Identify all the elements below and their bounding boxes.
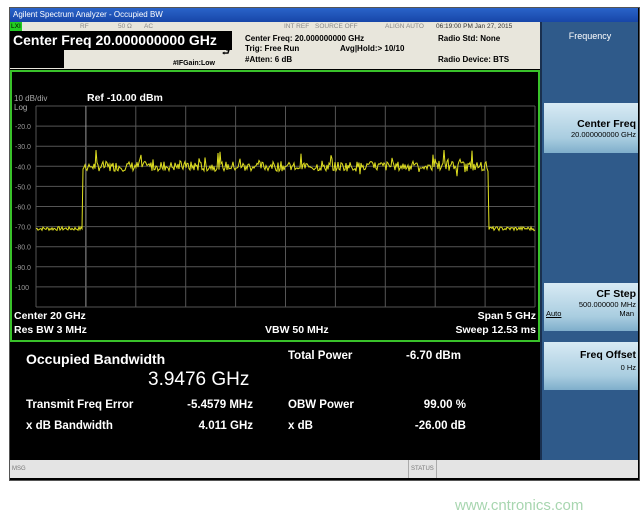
freq-offset-value: 0 Hz	[620, 363, 636, 372]
status-row: LXI RF 50 Ω AC INT REF SOURCE OFF ALIGN …	[10, 22, 540, 31]
sweep-label: Sweep 12.53 ms	[455, 324, 536, 336]
freq-offset-softkey[interactable]: Freq Offset 0 Hz	[544, 342, 638, 390]
cf-step-value: 500.000000 MHz	[578, 300, 636, 309]
active-function-center-freq[interactable]: Center Freq 20.000000000 GHz	[10, 31, 232, 50]
y-tick-label: -30.0	[15, 144, 31, 151]
plot-area: -20.0 -30.0 -40.0 -50.0 -60.0 -70.0 -80.0 -90.0…	[15, 105, 536, 308]
center-freq-softkey-value: 20.000000000 GHz	[570, 130, 636, 139]
radio-std: Radio Std: None	[438, 34, 501, 43]
watermark: www.cntronics.com	[455, 497, 584, 514]
impedance-status: 50 Ω	[118, 23, 132, 30]
rf-status: RF	[80, 23, 89, 30]
obw-power-value: 99.00 %	[423, 399, 466, 411]
atten-info: #Atten: 6 dB	[245, 55, 293, 64]
avg-hold-info: Avg|Hold:> 10/10	[340, 44, 405, 53]
spectrum-graph: 10 dB/div Log Ref -10.00 dBm -20.0 -30.0-…	[10, 70, 540, 342]
cf-step-man[interactable]: Man	[619, 309, 634, 318]
ref-level: Ref -10.00 dBm	[87, 92, 163, 104]
lxi-icon: LXI	[10, 22, 22, 31]
status-label: STATUS	[408, 460, 437, 478]
source-status: SOURCE OFF	[315, 23, 358, 30]
tfe-label: Transmit Freq Error	[26, 399, 134, 411]
tfe-value: -5.4579 MHz	[187, 399, 253, 411]
int-ref-status: INT REF	[284, 23, 310, 30]
softkey-panel: Frequency Center Freq 20.000000000 GHz C…	[540, 22, 638, 460]
y-tick-label: -20.0	[15, 124, 31, 131]
y-tick-label: -60.0	[15, 205, 31, 212]
menu-title: Frequency	[568, 31, 612, 41]
y-tick-label: -90.0	[15, 265, 31, 272]
entry-area	[10, 50, 64, 68]
xdb-bw-value: 4.011 GHz	[198, 420, 253, 432]
res-bw-label: Res BW 3 MHz	[14, 324, 87, 336]
datetime: 06:19:00 PM Jan 27, 2015	[436, 23, 513, 30]
y-tick-label: -70.0	[15, 225, 31, 232]
trig-info: Trig: Free Run	[245, 44, 300, 53]
align-status: ALIGN AUTO	[385, 23, 424, 30]
results-panel: Occupied Bandwidth 3.9476 GHz Total Powe…	[10, 342, 540, 460]
log-label: Log	[14, 103, 28, 112]
xdb-label: x dB	[288, 420, 313, 432]
trigger-icon: ⮐	[222, 47, 231, 57]
xdb-value: -26.00 dB	[414, 420, 466, 432]
center-freq-softkey-label: Center Freq	[577, 118, 636, 130]
y-tick-label: -40.0	[15, 164, 31, 171]
msg-label: MSG	[12, 466, 26, 472]
cf-step-softkey[interactable]: CF Step 500.000000 MHz Auto Man	[544, 283, 638, 331]
if-gain: #IFGain:Low	[173, 60, 215, 67]
y-tick-label: -50.0	[15, 184, 31, 191]
cf-step-auto[interactable]: Auto	[546, 309, 562, 318]
y-tick-label: -80.0	[15, 245, 31, 252]
total-power-label: Total Power	[288, 350, 353, 362]
obw-label: Occupied Bandwidth	[26, 351, 166, 367]
center-label: Center 20 GHz	[14, 310, 86, 322]
coupling-status: AC	[144, 23, 154, 30]
total-power-value: -6.70 dBm	[406, 350, 461, 362]
vbw-label: VBW 50 MHz	[265, 324, 329, 336]
cf-step-label: CF Step	[596, 288, 636, 300]
center-freq-info: Center Freq: 20.000000000 GHz	[245, 34, 365, 43]
radio-device: Radio Device: BTS	[438, 55, 510, 64]
span-label: Span 5 GHz	[477, 310, 536, 322]
spectrum-trace	[35, 150, 536, 232]
freq-offset-label: Freq Offset	[579, 349, 636, 361]
xdb-bw-label: x dB Bandwidth	[26, 420, 113, 432]
title-bar: Agilent Spectrum Analyzer - Occupied BW	[10, 8, 638, 22]
center-freq-softkey[interactable]: Center Freq 20.000000000 GHz	[544, 103, 638, 153]
y-tick-label: -100	[15, 285, 29, 292]
obw-value: 3.9476 GHz	[148, 369, 250, 390]
scale-label: 10 dB/div	[14, 94, 48, 103]
message-bar: MSG STATUS	[10, 460, 638, 478]
obw-power-label: OBW Power	[288, 399, 354, 411]
